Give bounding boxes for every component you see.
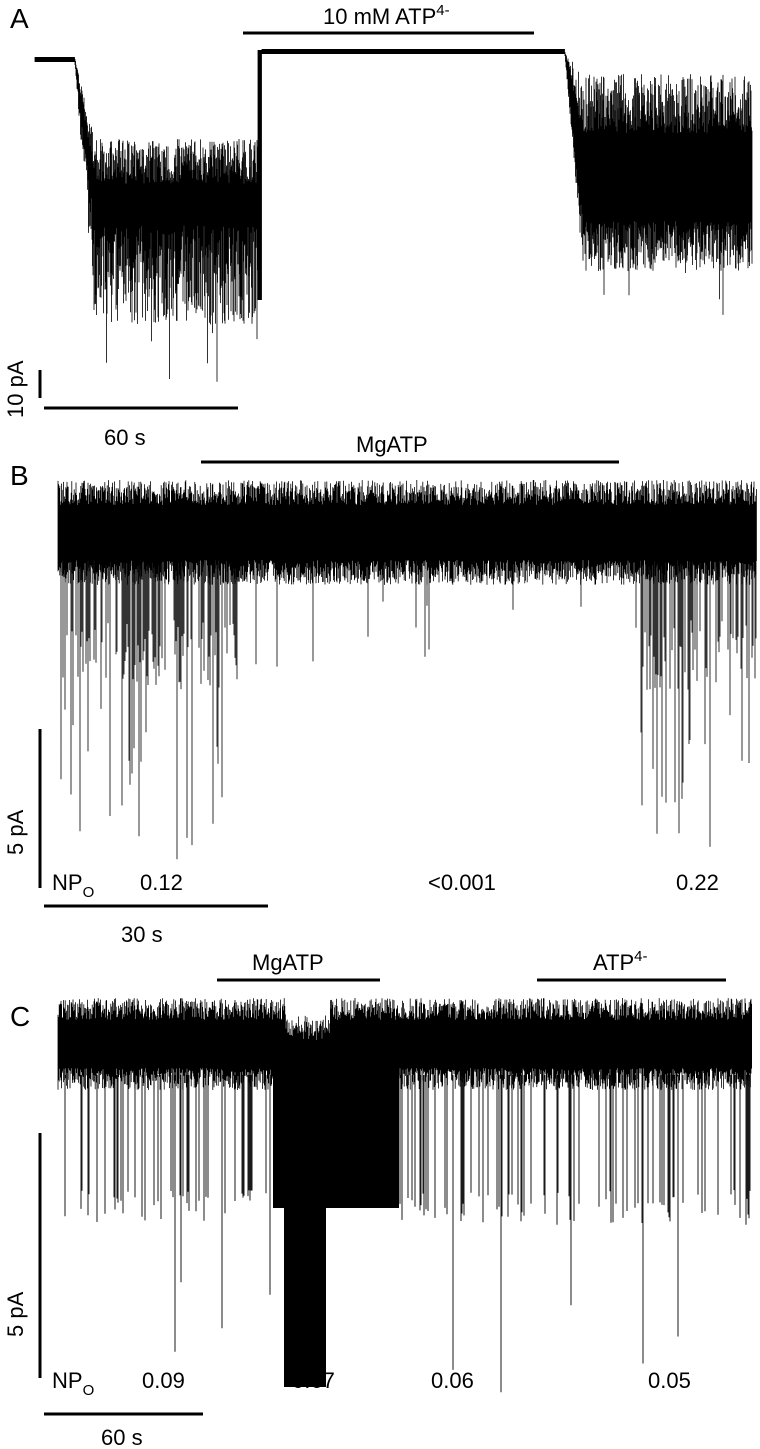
panel-c-double-level-block	[284, 1040, 326, 1387]
panel-b-npo-value-mgatp: <0.001	[428, 870, 496, 895]
panel-c-npo-label: NPO	[52, 1368, 94, 1399]
panel-a-current-scale-label: 10 pA	[3, 360, 28, 418]
panel-b-npo-label: NPO	[52, 870, 94, 901]
panel-c-atp4-label: ATP4-	[593, 948, 648, 975]
panel-b-current-trace	[57, 480, 757, 860]
panel-b-npo-value-washout: 0.22	[676, 870, 719, 895]
panel-b-treatment-label: MgATP	[356, 432, 428, 457]
panel-a-treatment-label: 10 mM ATP4-	[323, 2, 450, 29]
panel-b-opening-events	[60, 560, 757, 860]
panel-c-npo-value-wash: 0.06	[431, 1368, 474, 1393]
panel-b-time-scale-label: 30 s	[121, 922, 163, 947]
panel-c-letter: C	[10, 1001, 30, 1032]
panel-a-letter: A	[10, 3, 29, 34]
panel-c-mgatp-label: MgATP	[252, 950, 324, 975]
panel-b-letter: B	[10, 460, 29, 491]
panel-c-npo-value-atp4: 0.05	[648, 1368, 691, 1393]
panel-c-npo-value-control: 0.09	[142, 1368, 185, 1393]
panel-b: B MgATP 5 pA NPO 0.12 <0.001 0.22 30 s	[3, 432, 757, 947]
panel-b-current-scale-label: 5 pA	[3, 809, 28, 855]
panel-c-current-scale-label: 5 pA	[3, 1291, 28, 1337]
panel-c-time-scale-label: 60 s	[101, 1425, 143, 1449]
panel-a-time-scale-label: 60 s	[104, 425, 146, 450]
panel-c-npo-value-mgatp: 0.67	[292, 1368, 335, 1393]
panel-a-current-trace	[34, 49, 753, 382]
panel-c-current-trace	[57, 998, 752, 1393]
panel-a-trace-path	[34, 49, 753, 382]
panel-a: A 10 mM ATP4- 10 pA 60 s	[3, 2, 753, 450]
panel-b-baseline-noise	[57, 480, 757, 585]
panel-c: C MgATP ATP4- 5 pA NPO 0.09 0.67 0.06 0.…	[3, 948, 752, 1449]
panel-c-opening-events	[64, 1075, 751, 1393]
panel-b-npo-value-control: 0.12	[140, 870, 183, 895]
